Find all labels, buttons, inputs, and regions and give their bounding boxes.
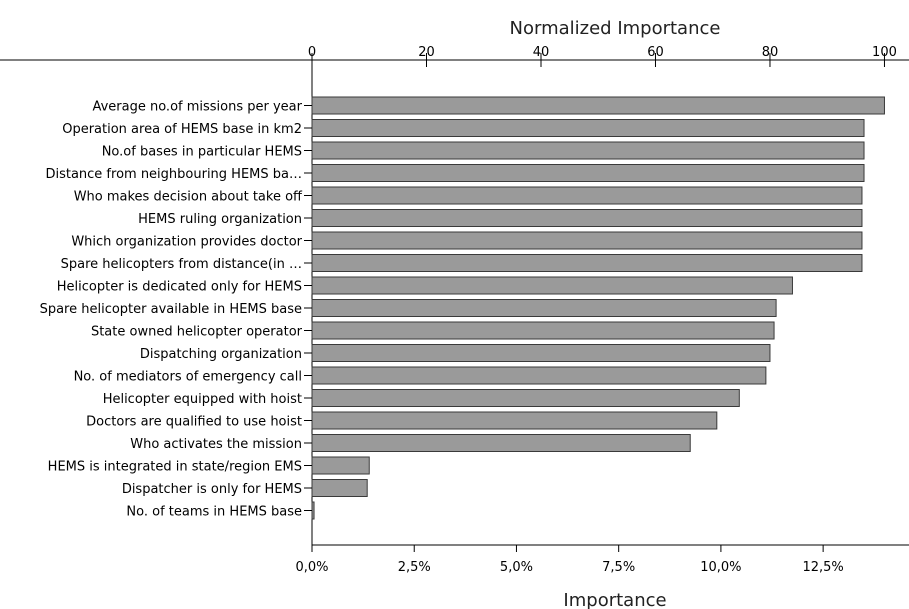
category-label: Spare helicopters from distance(in … bbox=[61, 257, 302, 272]
bar bbox=[311, 96, 885, 115]
category-label: Who activates the mission bbox=[130, 437, 302, 452]
bar bbox=[311, 141, 865, 160]
category-label: HEMS ruling organization bbox=[138, 212, 302, 227]
category-label: Helicopter equipped with hoist bbox=[103, 392, 302, 407]
category-label: Which organization provides doctor bbox=[71, 235, 302, 250]
x2-tick-label: 0 bbox=[308, 45, 316, 60]
category-label: No. of mediators of emergency call bbox=[74, 370, 302, 385]
category-label: Who makes decision about take off bbox=[74, 190, 303, 205]
x-tick-label: 10,0% bbox=[700, 560, 741, 575]
bar bbox=[311, 231, 863, 250]
x2-tick-label: 80 bbox=[762, 45, 779, 60]
bar bbox=[311, 501, 315, 520]
x2-tick-label: 40 bbox=[533, 45, 550, 60]
bar bbox=[311, 254, 863, 272]
x-tick-label: 7,5% bbox=[602, 560, 635, 575]
category-label: Average no.of missions per year bbox=[92, 100, 302, 115]
bar bbox=[311, 119, 865, 137]
x2-tick-label: 60 bbox=[647, 45, 664, 60]
bottom-axis-title: Importance bbox=[563, 590, 666, 609]
bar bbox=[311, 479, 368, 497]
bar bbox=[311, 186, 863, 205]
bar bbox=[311, 344, 771, 362]
bar bbox=[311, 209, 863, 227]
plot-area: Average no.of missions per year Operation… bbox=[0, 45, 909, 575]
category-label: HEMS is integrated in state/region EMS bbox=[48, 460, 302, 475]
category-label: Spare helicopter available in HEMS base bbox=[40, 302, 302, 317]
bar bbox=[311, 456, 370, 475]
category-label: Operation area of HEMS base in km2 bbox=[62, 122, 302, 137]
category-label: State owned helicopter operator bbox=[91, 325, 303, 340]
bar bbox=[311, 276, 793, 295]
bar bbox=[311, 389, 740, 407]
category-label: Helicopter is dedicated only for HEMS bbox=[57, 280, 302, 295]
x2-tick-label: 100 bbox=[872, 45, 897, 60]
bar bbox=[311, 434, 691, 452]
category-label: Doctors are qualified to use hoist bbox=[86, 415, 302, 430]
x-tick-label: 2,5% bbox=[398, 560, 431, 575]
category-label: No.of bases in particular HEMS bbox=[102, 145, 302, 160]
bar bbox=[311, 321, 775, 340]
x-tick-label: 0,0% bbox=[295, 560, 328, 575]
category-label: Dispatcher is only for HEMS bbox=[122, 482, 302, 497]
bar bbox=[311, 411, 718, 430]
category-label: Dispatching organization bbox=[140, 347, 302, 362]
x-tick-label: 5,0% bbox=[500, 560, 533, 575]
x-tick-label: 12,5% bbox=[802, 560, 843, 575]
bar bbox=[311, 366, 767, 385]
x2-tick-label: 20 bbox=[418, 45, 435, 60]
bar bbox=[311, 299, 777, 317]
category-label: Distance from neighbouring HEMS ba… bbox=[45, 167, 302, 182]
category-label: No. of teams in HEMS base bbox=[126, 505, 302, 520]
bar bbox=[311, 164, 865, 182]
top-axis-title: Normalized Importance bbox=[510, 18, 721, 39]
